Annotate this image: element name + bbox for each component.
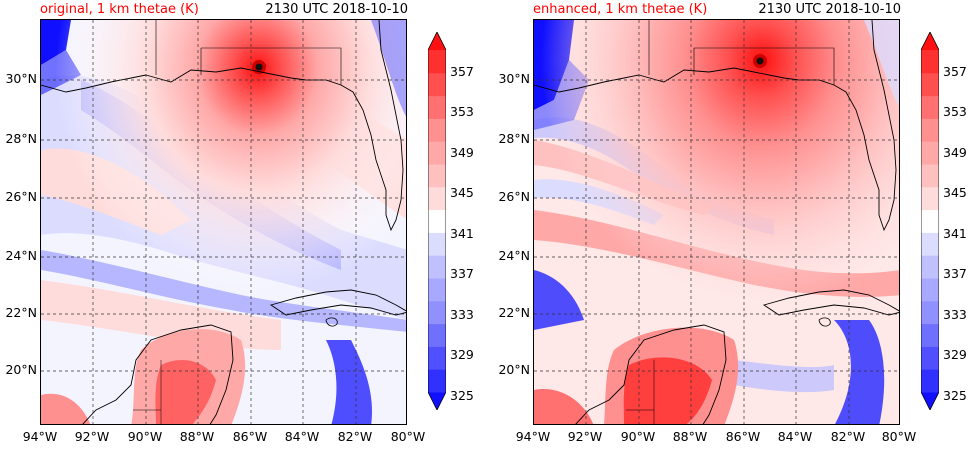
colorbar-swatch: [428, 369, 446, 393]
colorbar-swatch: [428, 95, 446, 119]
map-enhanced: [533, 19, 900, 425]
panel-original: original, 1 km thetae (K) 2130 UTC 2018-…: [5, 2, 474, 444]
colorbar-swatch: [428, 346, 446, 370]
colorbar-extend-max: [428, 32, 446, 50]
colorbar-swatch: [428, 118, 446, 142]
lat-label: 30°N: [498, 71, 530, 86]
colorbar-swatch: [428, 209, 446, 233]
colorbar-swatch: [428, 164, 446, 188]
colorbar-swatch: [921, 255, 939, 279]
colorbar-label: 337: [943, 266, 967, 281]
colorbar-swatch: [921, 323, 939, 347]
colorbar-swatch: [921, 118, 939, 142]
colorbar-label: 325: [943, 388, 967, 403]
lon-label: 86°W: [232, 429, 268, 444]
map-original: [40, 19, 407, 425]
colorbar-swatch: [428, 186, 446, 211]
lon-label: 90°W: [127, 429, 163, 444]
colorbar-label: 341: [943, 226, 967, 241]
colorbar-label: 353: [943, 104, 967, 119]
colorbar-svg: [428, 32, 446, 410]
colorbar-swatch: [921, 95, 939, 119]
panel-time: 2130 UTC 2018-10-10: [265, 2, 408, 17]
colorbar-extend-max: [921, 32, 939, 50]
colorbar-extend-min: [428, 392, 446, 410]
lon-label: 94°W: [515, 429, 551, 444]
panel-title: original, 1 km thetae (K): [40, 2, 199, 17]
colorbar: [921, 32, 939, 410]
colorbar-label: 349: [450, 145, 474, 160]
colorbar-swatch: [921, 300, 939, 325]
colorbar-label: 357: [450, 64, 474, 79]
lat-label: 22°N: [498, 305, 530, 320]
lat-label: 22°N: [5, 305, 37, 320]
lat-label: 20°N: [498, 362, 530, 377]
colorbar-swatch: [921, 186, 939, 211]
colorbar-swatch: [921, 232, 939, 256]
colorbar-swatch: [921, 278, 939, 302]
colorbar-svg: [921, 32, 939, 410]
colorbar-label: 341: [450, 226, 474, 241]
colorbar-swatch: [921, 141, 939, 165]
colorbar-swatch: [428, 72, 446, 97]
panel-enhanced: enhanced, 1 km thetae (K) 2130 UTC 2018-…: [493, 0, 972, 449]
colorbar-label: 333: [943, 307, 967, 322]
lat-label: 24°N: [498, 248, 530, 263]
lon-label: 80°W: [881, 429, 917, 444]
colorbar-label: 345: [450, 185, 474, 200]
colorbar-label: 345: [943, 185, 967, 200]
colorbar-swatch: [428, 300, 446, 325]
lon-label: 90°W: [620, 429, 656, 444]
lon-label: 92°W: [74, 429, 110, 444]
colorbar-swatch: [921, 369, 939, 393]
colorbar-swatch: [921, 50, 939, 74]
colorbar-label: 329: [943, 347, 967, 362]
lon-label: 80°W: [390, 429, 426, 444]
lat-label: 28°N: [5, 131, 37, 146]
panel-time: 2130 UTC 2018-10-10: [758, 2, 901, 17]
colorbar-label: 325: [450, 388, 474, 403]
colorbar-label: 333: [450, 307, 474, 322]
colorbar-swatch: [428, 278, 446, 302]
colorbar-swatch: [921, 209, 939, 233]
map-svg-original: [41, 20, 406, 424]
lon-label: 88°W: [672, 429, 708, 444]
colorbar-swatch: [921, 164, 939, 188]
colorbar-swatch: [921, 346, 939, 370]
colorbar: [428, 32, 446, 410]
lat-label: 28°N: [498, 131, 530, 146]
lat-label: 24°N: [5, 248, 37, 263]
colorbar-swatch: [428, 255, 446, 279]
lon-label: 88°W: [179, 429, 215, 444]
lon-label: 92°W: [567, 429, 603, 444]
colorbar-swatch: [428, 232, 446, 256]
lon-label: 82°W: [830, 429, 866, 444]
lon-label: 86°W: [725, 429, 761, 444]
colorbar-swatch: [428, 323, 446, 347]
panel-title: enhanced, 1 km thetae (K): [533, 2, 708, 17]
colorbar-label: 349: [943, 145, 967, 160]
lat-label: 20°N: [5, 362, 37, 377]
colorbar-swatch: [921, 72, 939, 97]
colorbar-label: 353: [450, 104, 474, 119]
colorbar-swatch: [428, 50, 446, 74]
colorbar-label: 329: [450, 347, 474, 362]
lon-label: 82°W: [337, 429, 373, 444]
colorbar-extend-min: [921, 392, 939, 410]
colorbar-swatch: [428, 141, 446, 165]
lon-label: 84°W: [777, 429, 813, 444]
lat-label: 26°N: [5, 189, 37, 204]
lat-label: 26°N: [498, 189, 530, 204]
lon-label: 94°W: [22, 429, 58, 444]
colorbar-label: 337: [450, 266, 474, 281]
lon-label: 84°W: [284, 429, 320, 444]
lat-label: 30°N: [5, 71, 37, 86]
map-svg-enhanced: [534, 20, 899, 424]
colorbar-label: 357: [943, 64, 967, 79]
